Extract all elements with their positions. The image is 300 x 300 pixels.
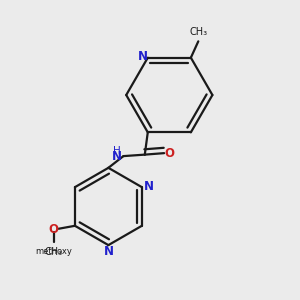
Text: N: N xyxy=(112,150,122,163)
Text: O: O xyxy=(49,223,59,236)
Text: N: N xyxy=(104,245,114,258)
Text: methoxy: methoxy xyxy=(35,248,72,256)
Text: H: H xyxy=(113,146,120,156)
Text: N: N xyxy=(143,180,153,193)
Text: CH₃: CH₃ xyxy=(190,27,208,37)
Text: O: O xyxy=(164,147,174,160)
Text: N: N xyxy=(137,50,147,63)
Text: CH₃: CH₃ xyxy=(45,247,63,256)
